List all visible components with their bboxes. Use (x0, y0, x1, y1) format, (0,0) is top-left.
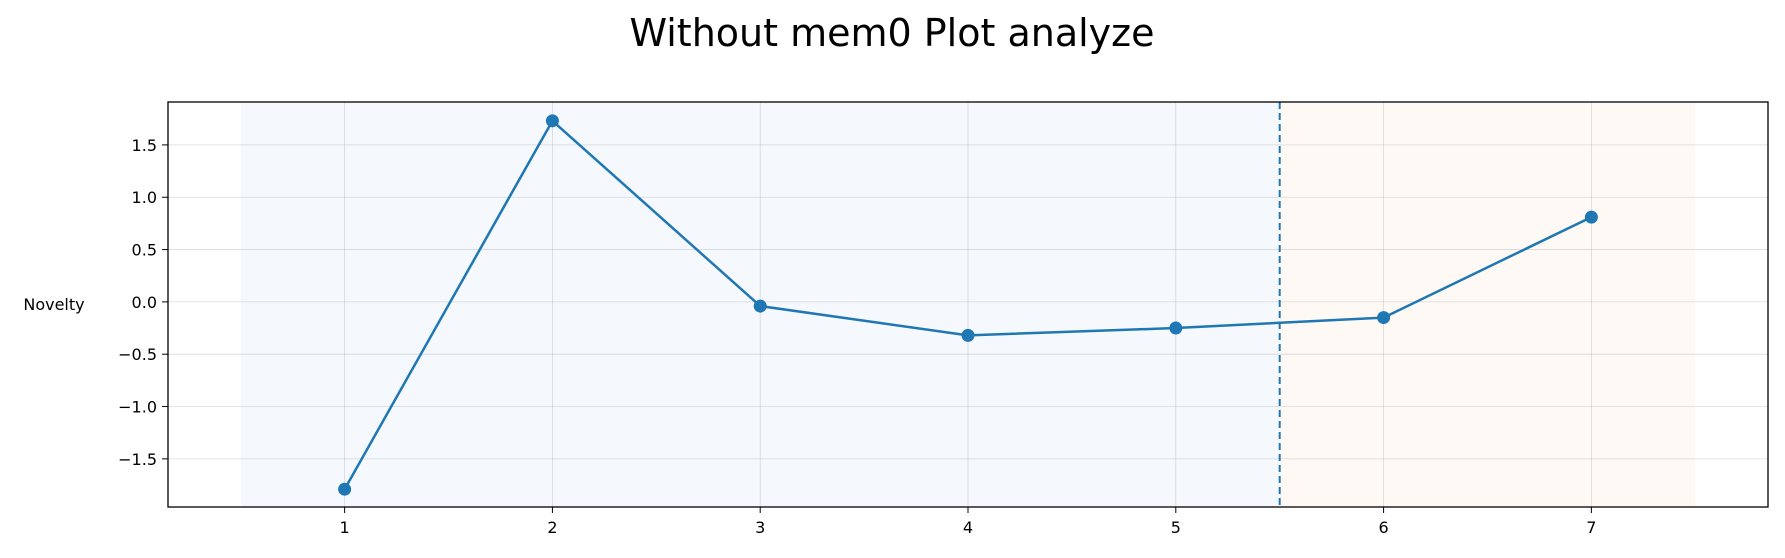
data-point (753, 299, 767, 313)
x-tick-label: 6 (1378, 518, 1388, 537)
y-tick-label: 1.5 (132, 136, 157, 155)
y-tick-label: 0.0 (132, 293, 157, 312)
data-point (1377, 311, 1391, 325)
x-tick-label: 4 (963, 518, 973, 537)
y-axis-label: Novelty (23, 295, 84, 314)
data-point (338, 482, 352, 496)
y-tick-label: 1.0 (132, 188, 157, 207)
y-tick-label: −0.5 (118, 345, 157, 364)
x-tick-label: 3 (755, 518, 765, 537)
y-tick-label: −1.5 (118, 450, 157, 469)
x-tick-label: 5 (1171, 518, 1181, 537)
data-point (961, 328, 975, 342)
data-point (545, 114, 559, 128)
y-axis: −1.5 −1.0 −0.5 0.0 0.5 1.0 1.5 (118, 136, 168, 469)
y-tick-label: 0.5 (132, 241, 157, 260)
x-tick-label: 1 (340, 518, 350, 537)
series (338, 114, 1598, 496)
grid (168, 102, 1768, 507)
y-tick-label: −1.0 (118, 398, 157, 417)
x-axis: 1 2 3 4 5 6 7 (340, 507, 1596, 537)
data-point (1169, 321, 1183, 335)
data-point (1584, 210, 1598, 224)
chart-title: Without mem0 Plot analyze (630, 11, 1155, 55)
background-regions (240, 102, 1696, 507)
x-tick-label: 7 (1586, 518, 1596, 537)
x-tick-label: 2 (547, 518, 557, 537)
shaded-region-2 (1279, 102, 1696, 507)
